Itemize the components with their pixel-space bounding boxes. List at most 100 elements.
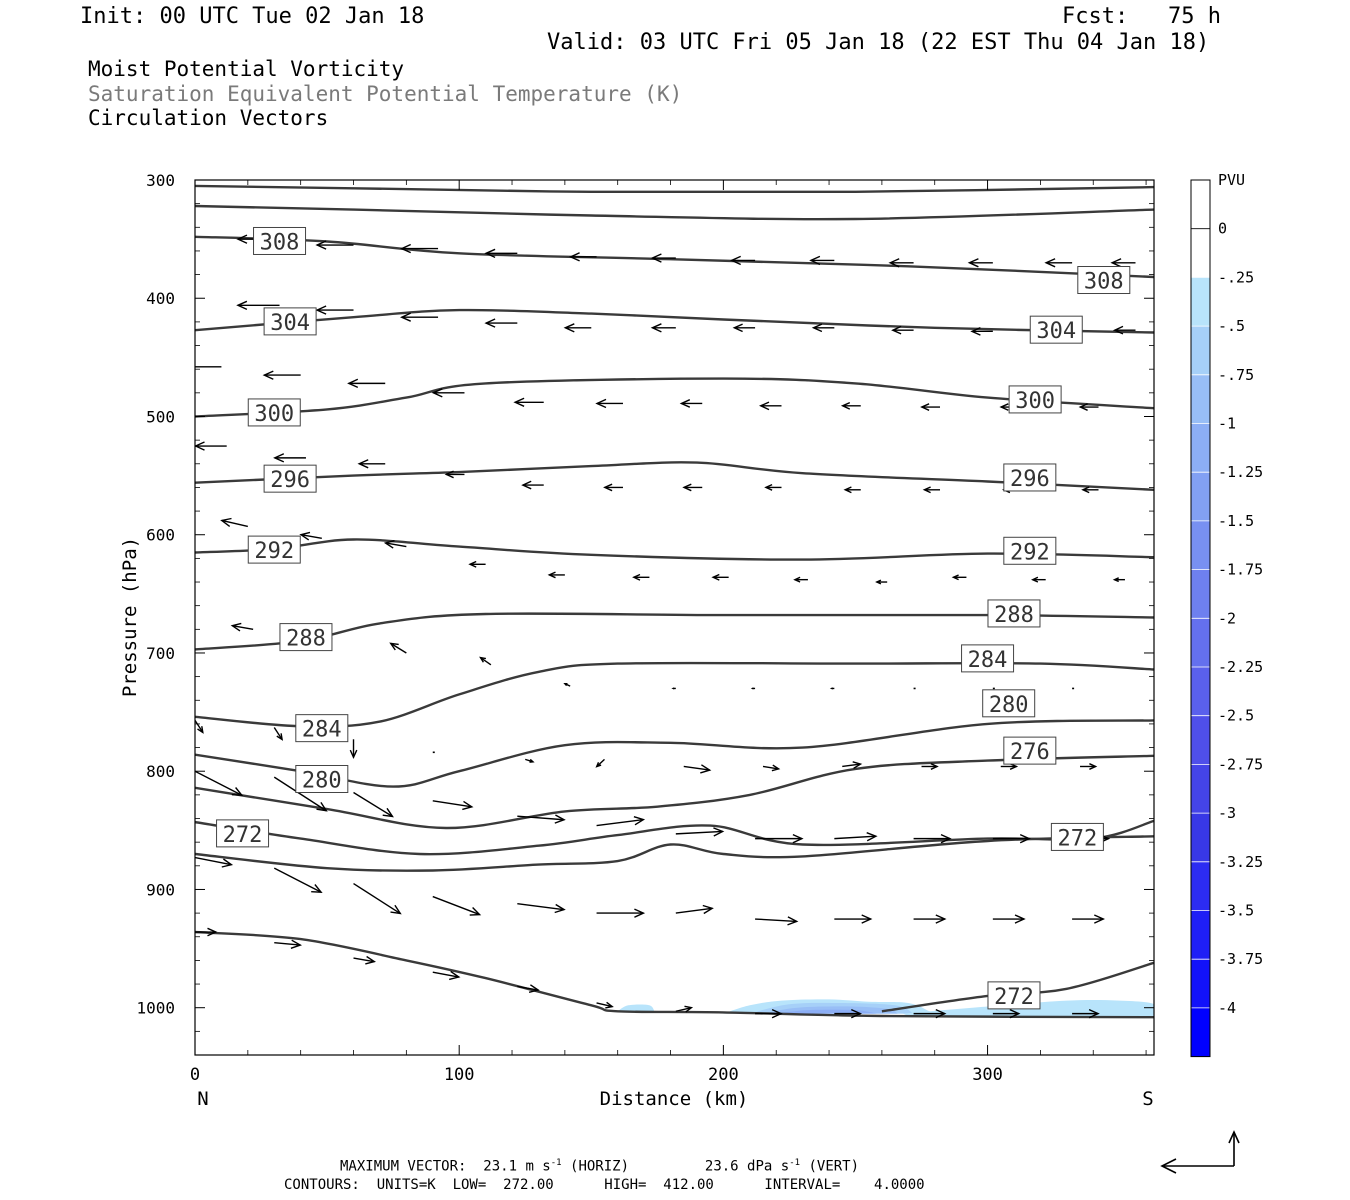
circulation-vector bbox=[521, 480, 544, 490]
circulation-vector bbox=[399, 243, 439, 254]
circulation-vector bbox=[762, 764, 781, 772]
circulation-vector bbox=[793, 576, 808, 583]
circulation-vector bbox=[1031, 576, 1046, 583]
y-tick-label: 800 bbox=[146, 762, 175, 781]
circulation-vector bbox=[913, 833, 952, 844]
circulation-vector bbox=[1000, 763, 1019, 770]
contour-label-text: 280 bbox=[989, 693, 1029, 718]
y-tick-label: 600 bbox=[146, 526, 175, 545]
circulation-vector bbox=[230, 622, 254, 632]
circulation-vector bbox=[148, 233, 195, 241]
colorbar-label: 0 bbox=[1218, 220, 1227, 238]
circulation-vector bbox=[1112, 577, 1125, 583]
colorbar-label: -3 bbox=[1218, 804, 1236, 822]
circulation-vector bbox=[353, 955, 377, 965]
colorbar-segment bbox=[1191, 423, 1210, 473]
contour-label: 280 bbox=[295, 764, 349, 793]
x-end-label-south: S bbox=[1142, 1088, 1153, 1110]
circulation-vector bbox=[517, 814, 566, 824]
circulation-vector bbox=[383, 540, 407, 549]
vert-max-value: 23.6 dPa s bbox=[704, 1158, 790, 1175]
circulation-vector bbox=[1072, 1008, 1100, 1019]
circulation-vector bbox=[1112, 325, 1136, 335]
contour-label-text: 280 bbox=[302, 768, 342, 793]
circulation-vector bbox=[650, 323, 676, 333]
circulation-vector bbox=[357, 459, 386, 469]
circulation-vector bbox=[1072, 914, 1106, 924]
circulation-vector bbox=[758, 401, 782, 411]
contour-label-text: 304 bbox=[1036, 319, 1076, 344]
contour-label-text: 296 bbox=[1010, 467, 1050, 492]
theta-contour bbox=[195, 184, 1154, 194]
circulation-vector bbox=[195, 927, 218, 937]
contour-info: CONTOURS: UNITS=K LOW= 272.00 HIGH= 412.… bbox=[284, 1177, 925, 1193]
contour-label: 272 bbox=[1050, 822, 1104, 851]
colorbar-segment bbox=[1191, 520, 1210, 570]
colorbar-segment bbox=[1191, 1007, 1210, 1057]
horiz-unit: (HORIZ) bbox=[570, 1158, 630, 1175]
y-tick-label: 1000 bbox=[136, 999, 175, 1018]
circulation-vector bbox=[711, 573, 729, 581]
forecast-hour: Fcst: 75 h bbox=[1062, 4, 1221, 29]
colorbar-title: PVU bbox=[1218, 171, 1245, 189]
contour-label: 308 bbox=[253, 226, 307, 255]
circulation-vector bbox=[913, 914, 947, 924]
circulation-vector bbox=[888, 258, 914, 268]
contour-label-text: 308 bbox=[1084, 270, 1124, 295]
contour-label: 296 bbox=[263, 464, 317, 493]
theta-contour bbox=[195, 538, 1154, 561]
colorbar-label: -.5 bbox=[1218, 317, 1245, 335]
circulation-vector bbox=[596, 816, 646, 827]
contour-label: 292 bbox=[1003, 536, 1057, 565]
valid-time: Valid: 03 UTC Fri 05 Jan 18 (22 EST Thu … bbox=[547, 30, 1210, 55]
theta-contour bbox=[195, 461, 1154, 491]
circulation-vector bbox=[274, 939, 302, 949]
colorbar-label: -1.25 bbox=[1218, 463, 1263, 481]
colorbar-label: -4 bbox=[1218, 999, 1236, 1017]
theta-contour bbox=[195, 819, 1154, 856]
y-tick-label: 300 bbox=[146, 171, 175, 190]
contour-label-text: 300 bbox=[254, 402, 294, 427]
circulation-vector bbox=[755, 916, 799, 926]
circulation-vector bbox=[603, 483, 623, 492]
contour-label-text: 288 bbox=[994, 603, 1034, 628]
colorbar-label: -1.5 bbox=[1218, 512, 1254, 530]
colorbar-segment bbox=[1191, 715, 1210, 765]
contour-label: 296 bbox=[1003, 463, 1057, 492]
circulation-vector bbox=[675, 1005, 694, 1013]
colorbar-label: -3.25 bbox=[1218, 853, 1263, 871]
colorbar-label: -.25 bbox=[1218, 268, 1254, 286]
colorbar-label: -3.75 bbox=[1218, 950, 1263, 968]
contour-label-text: 296 bbox=[270, 468, 310, 493]
circulation-vector bbox=[525, 758, 535, 763]
contour-label: 304 bbox=[1029, 315, 1083, 344]
circulation-vector bbox=[220, 517, 248, 528]
max-vector-label: MAXIMUM VECTOR: bbox=[340, 1158, 467, 1175]
colorbar-segment bbox=[1191, 569, 1210, 619]
circulation-vector bbox=[568, 252, 597, 262]
circulation-vector bbox=[1081, 486, 1099, 494]
theta-contour bbox=[195, 308, 1154, 334]
circulation-vector bbox=[195, 441, 227, 451]
circulation-vector bbox=[834, 1008, 863, 1019]
colorbar-segment bbox=[1191, 326, 1210, 375]
colorbar-segment bbox=[1191, 667, 1210, 716]
circulation-vector bbox=[299, 531, 322, 541]
circulation-vector bbox=[595, 398, 623, 409]
colorbar-label: -2.5 bbox=[1218, 707, 1254, 725]
colorbar-label: -2 bbox=[1218, 609, 1236, 627]
circulation-vector bbox=[195, 719, 204, 734]
theta-contour bbox=[195, 930, 1154, 1019]
circulation-vector bbox=[755, 1008, 783, 1019]
contour-label-text: 288 bbox=[286, 627, 326, 652]
circulation-vector bbox=[922, 486, 941, 494]
reference-vector-icon bbox=[1160, 1130, 1240, 1174]
colorbar-segment bbox=[1191, 861, 1210, 911]
circulation-vector bbox=[811, 323, 835, 333]
circulation-vector bbox=[236, 300, 280, 311]
colorbar-segment bbox=[1191, 277, 1210, 327]
circulation-vector bbox=[834, 914, 873, 924]
colorbar-segment bbox=[1191, 618, 1210, 667]
circulation-vector bbox=[921, 763, 939, 770]
